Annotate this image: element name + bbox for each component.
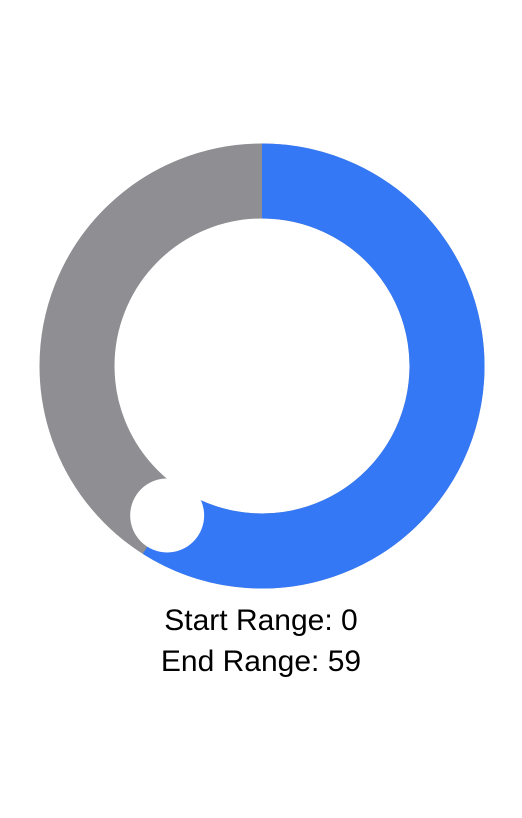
range-labels: Start Range: 0 End Range: 59	[0, 600, 522, 682]
end-range-value: 59	[327, 645, 362, 678]
end-range-label: End Range: 59	[0, 641, 522, 682]
start-range-label: Start Range: 0	[0, 600, 522, 641]
end-range-prefix: End Range:	[160, 645, 328, 678]
start-range-prefix: Start Range:	[164, 604, 342, 637]
slider-fill-arc[interactable]	[142, 143, 485, 589]
start-range-value: 0	[341, 604, 358, 637]
slider-end-knob[interactable]	[130, 478, 205, 553]
